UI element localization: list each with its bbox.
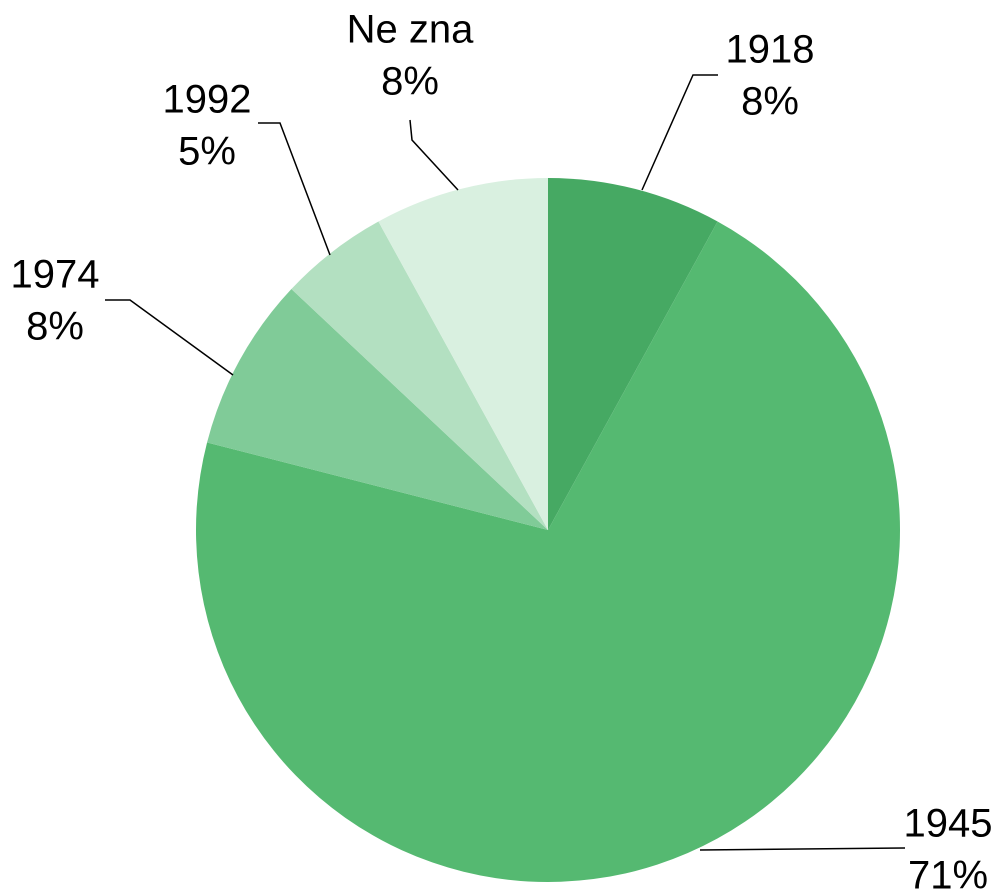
pie	[196, 178, 900, 883]
pie-slice	[291, 221, 548, 531]
pie-slice	[548, 178, 718, 530]
leader-line	[105, 299, 234, 376]
leader-line	[258, 122, 331, 256]
slice-label: 1974	[11, 253, 100, 297]
leader-line	[641, 74, 718, 191]
slice-value-label: 5%	[178, 130, 236, 174]
slice-value-label: 8%	[741, 80, 799, 124]
slice-value-label: 8%	[381, 60, 439, 104]
slice-label: Ne zna	[347, 8, 474, 52]
pie-slice	[196, 221, 900, 883]
slice-label: 1918	[726, 28, 815, 72]
slice-label: 1992	[163, 78, 252, 122]
slice-value-label: 8%	[26, 305, 84, 349]
leader-line	[409, 119, 459, 191]
pie-slice	[378, 178, 548, 530]
slice-label: 1945	[904, 802, 993, 846]
leader-line	[699, 847, 906, 851]
slice-value-label: 71%	[908, 854, 988, 890]
leader-lines	[105, 74, 906, 851]
pie-slice	[207, 289, 549, 530]
